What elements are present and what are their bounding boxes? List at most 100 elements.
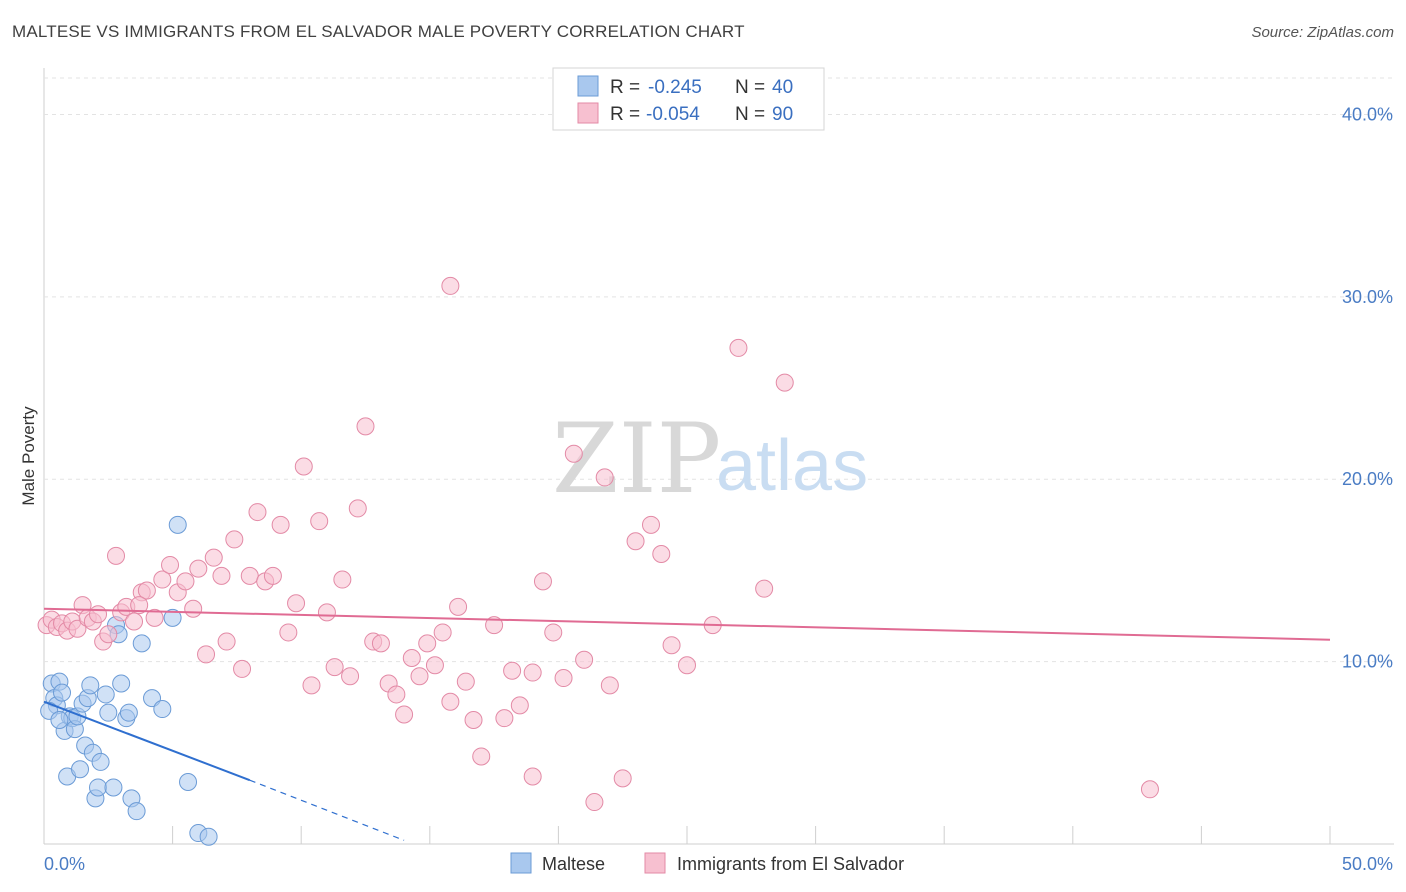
watermark: ZIP atlas [552, 403, 868, 515]
el-salvador-point-57 [433, 623, 452, 642]
el-salvador-point-63 [485, 616, 504, 635]
el-salvador-point-89 [130, 596, 149, 615]
el-salvador-point-71 [564, 444, 583, 463]
source-credit: Source: ZipAtlas.com [1251, 24, 1394, 41]
legend-swatch-maltese [577, 75, 599, 97]
el-salvador-trend-line [43, 607, 1331, 641]
el-salvador-point-79 [662, 636, 681, 655]
maltese-point-15 [81, 676, 100, 695]
maltese-point-31 [153, 700, 172, 719]
maltese-point-18 [89, 778, 108, 797]
el-salvador-point-49 [371, 634, 390, 653]
bottom-legend-label-el-salvador: Immigrants from El Salvador [677, 854, 904, 874]
el-salvador-point-46 [348, 499, 367, 518]
maltese-point-25 [112, 674, 131, 693]
el-salvador-point-52 [395, 705, 414, 724]
maltese-trend-extension [249, 779, 405, 841]
el-salvador-point-60 [456, 672, 475, 691]
el-salvador-point-70 [554, 669, 573, 688]
el-salvador-point-67 [523, 767, 542, 786]
el-salvador-point-35 [263, 566, 282, 585]
el-salvador-point-32 [240, 566, 259, 585]
el-salvador-point-24 [184, 599, 203, 618]
maltese-point-30 [143, 689, 162, 708]
legend-r-label-el-salvador: R = [610, 104, 640, 125]
legend-r-value-el-salvador: -0.054 [646, 104, 700, 125]
watermark-atlas: atlas [716, 426, 868, 506]
maltese-point-4 [53, 683, 72, 702]
maltese-point-11 [71, 760, 90, 779]
el-salvador-point-18 [137, 581, 156, 600]
legend-n-label-maltese: N = [735, 77, 765, 98]
maltese-point-21 [99, 703, 118, 722]
el-salvador-point-55 [418, 634, 437, 653]
legend: R = -0.245 N = 40 R = -0.054 N = 90 [552, 67, 825, 131]
el-salvador-point-86 [600, 676, 619, 695]
y-tick-label-20: 20.0% [1342, 469, 1393, 489]
el-salvador-point-65 [503, 661, 522, 680]
maltese-point-32 [163, 608, 182, 627]
el-salvador-point-13 [107, 546, 126, 565]
el-salvador-point-68 [533, 572, 552, 591]
el-salvador-point-30 [225, 530, 244, 549]
el-salvador-point-76 [626, 532, 645, 551]
legend-swatch-el-salvador [577, 102, 599, 124]
bottom-legend-swatch-el-salvador [644, 852, 666, 874]
maltese-point-36 [199, 827, 218, 846]
maltese-point-38 [50, 710, 69, 729]
y-tick-label-10: 10.0% [1342, 652, 1393, 672]
el-salvador-point-66 [510, 696, 529, 715]
maltese-point-33 [168, 515, 187, 534]
x-tick-label-min: 0.0% [44, 854, 85, 874]
el-salvador-point-80 [678, 656, 696, 675]
y-axis-label: Male Poverty [19, 406, 38, 506]
legend-n-value-el-salvador: 90 [772, 104, 793, 125]
el-salvador-point-39 [294, 457, 313, 476]
el-salvador-point-25 [189, 559, 208, 578]
x-tick-label-max: 50.0% [1342, 854, 1393, 874]
el-salvador-point-51 [387, 685, 406, 704]
maltese-point-19 [91, 752, 110, 771]
el-salvador-point-85 [441, 276, 460, 295]
el-salvador-point-61 [464, 710, 483, 729]
maltese-point-20 [96, 685, 115, 704]
el-salvador-point-40 [302, 676, 321, 695]
el-salvador-point-42 [317, 603, 336, 622]
el-salvador-point-10 [89, 605, 108, 624]
el-salvador-point-16 [125, 612, 144, 631]
el-salvador-point-23 [176, 572, 195, 591]
y-tick-label-30: 30.0% [1342, 287, 1393, 307]
el-salvador-point-88 [1140, 780, 1159, 799]
el-salvador-point-69 [544, 623, 563, 642]
el-salvador-point-36 [271, 515, 290, 534]
el-salvador-point-12 [99, 625, 118, 644]
el-salvador-point-47 [356, 417, 375, 436]
el-salvador-point-77 [641, 515, 660, 534]
legend-r-value-maltese: -0.245 [648, 77, 702, 98]
el-salvador-point-75 [613, 769, 632, 788]
el-salvador-point-59 [449, 597, 468, 616]
el-salvador-point-38 [287, 594, 306, 613]
el-salvador-point-54 [410, 667, 429, 686]
bottom-legend: Maltese Immigrants from El Salvador [510, 852, 904, 874]
maltese-point-34 [179, 772, 198, 791]
el-salvador-point-58 [441, 692, 460, 711]
el-salvador-point-6 [68, 619, 87, 638]
el-salvador-point-64 [495, 709, 514, 728]
legend-r-label-maltese: R = [610, 77, 640, 98]
maltese-point-29 [132, 634, 151, 653]
chart-title: MALTESE VS IMMIGRANTS FROM EL SALVADOR M… [12, 22, 745, 41]
el-salvador-point-56 [425, 656, 444, 675]
el-salvador-point-73 [585, 793, 604, 812]
el-salvador-point-44 [333, 570, 352, 589]
el-salvador-point-20 [153, 570, 172, 589]
el-salvador-point-45 [341, 667, 360, 686]
bottom-legend-swatch-maltese [510, 852, 532, 874]
maltese-trend-line [43, 700, 251, 782]
el-salvador-point-33 [248, 503, 267, 522]
el-salvador-point-74 [595, 468, 614, 487]
y-axis-tick-labels: 10.0% 20.0% 30.0% 40.0% [1342, 104, 1393, 671]
el-salvador-point-31 [233, 659, 252, 678]
bottom-legend-label-maltese: Maltese [542, 854, 605, 874]
